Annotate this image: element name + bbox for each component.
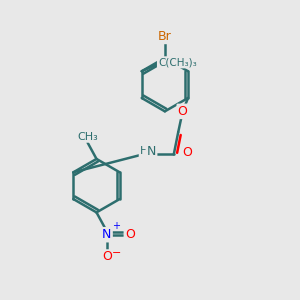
Text: CH₃: CH₃ <box>77 132 98 142</box>
Text: N: N <box>102 228 112 241</box>
Text: −: − <box>112 248 122 257</box>
Text: O: O <box>102 250 112 263</box>
Text: O: O <box>182 146 192 160</box>
Text: O: O <box>178 105 188 118</box>
Text: H: H <box>140 146 148 157</box>
Text: O: O <box>125 228 135 241</box>
Text: +: + <box>112 221 120 231</box>
Text: N: N <box>147 145 156 158</box>
Text: C(CH₃)₃: C(CH₃)₃ <box>158 57 197 67</box>
Text: Br: Br <box>158 30 172 43</box>
